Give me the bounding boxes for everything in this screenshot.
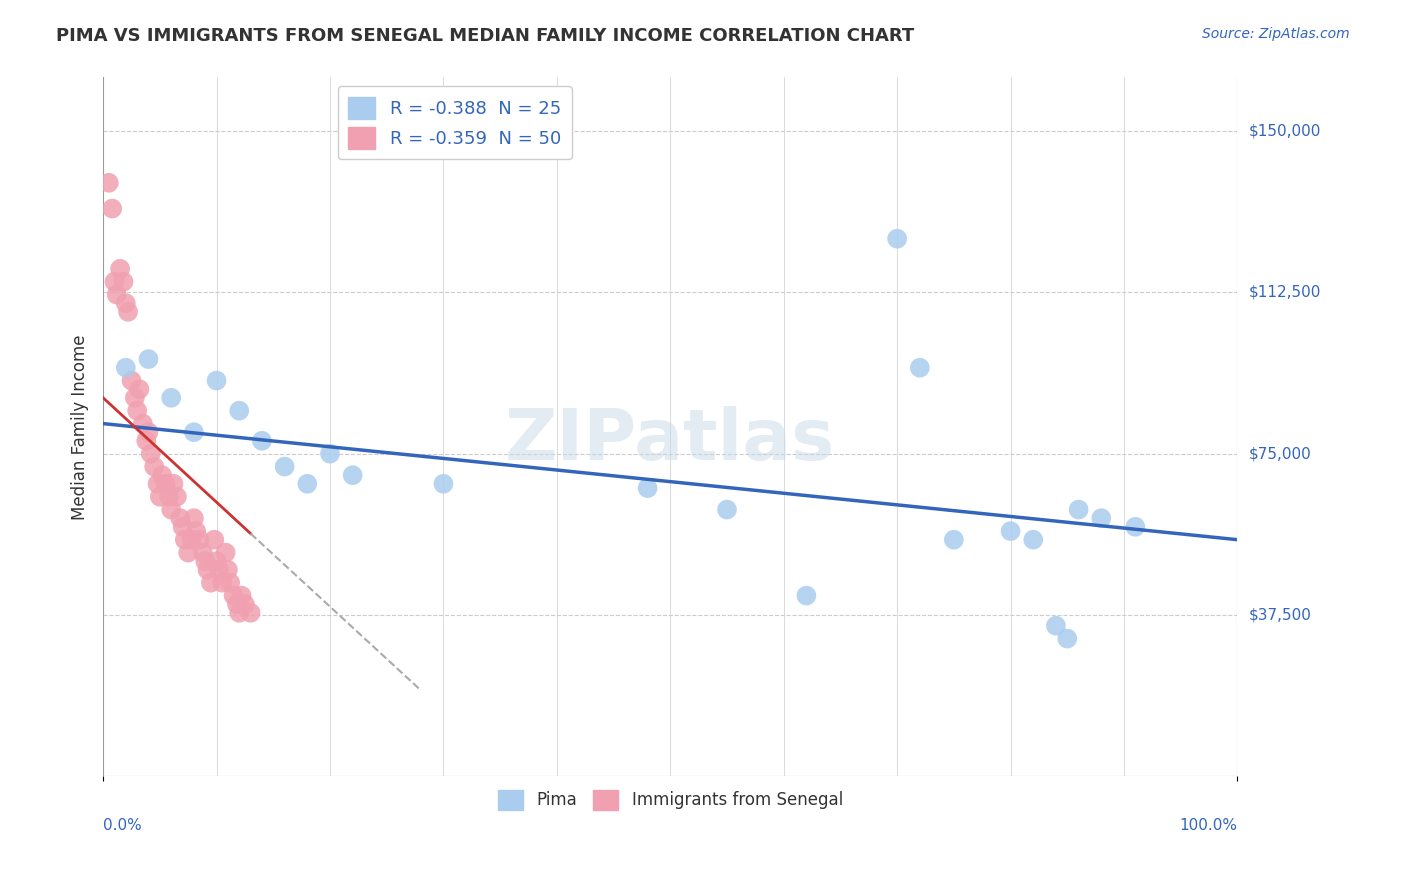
Point bbox=[342, 468, 364, 483]
Text: ZIPatlas: ZIPatlas bbox=[505, 406, 835, 475]
Text: PIMA VS IMMIGRANTS FROM SENEGAL MEDIAN FAMILY INCOME CORRELATION CHART: PIMA VS IMMIGRANTS FROM SENEGAL MEDIAN F… bbox=[56, 27, 914, 45]
Point bbox=[114, 360, 136, 375]
Point bbox=[211, 575, 233, 590]
Point bbox=[103, 275, 125, 289]
Point bbox=[135, 434, 157, 448]
Point bbox=[160, 502, 183, 516]
Point bbox=[172, 520, 194, 534]
Point bbox=[183, 425, 205, 440]
Y-axis label: Median Family Income: Median Family Income bbox=[72, 334, 89, 519]
Point bbox=[150, 468, 173, 483]
Point bbox=[231, 589, 253, 603]
Text: 0.0%: 0.0% bbox=[103, 818, 142, 833]
Point bbox=[138, 352, 160, 367]
Point bbox=[1000, 524, 1022, 538]
Point bbox=[1123, 520, 1146, 534]
Point bbox=[127, 403, 149, 417]
Point bbox=[942, 533, 965, 547]
Legend: Pima, Immigrants from Senegal: Pima, Immigrants from Senegal bbox=[491, 783, 849, 817]
Point bbox=[180, 533, 202, 547]
Point bbox=[214, 545, 236, 559]
Point bbox=[228, 403, 250, 417]
Point bbox=[197, 563, 219, 577]
Point bbox=[97, 176, 120, 190]
Point bbox=[319, 447, 342, 461]
Point bbox=[186, 524, 208, 538]
Point bbox=[217, 563, 239, 577]
Point bbox=[138, 425, 160, 440]
Text: $75,000: $75,000 bbox=[1249, 446, 1312, 461]
Point bbox=[105, 287, 128, 301]
Point bbox=[233, 597, 256, 611]
Point bbox=[124, 391, 146, 405]
Point bbox=[108, 261, 131, 276]
Text: $150,000: $150,000 bbox=[1249, 124, 1322, 138]
Point bbox=[200, 575, 222, 590]
Point bbox=[132, 417, 155, 431]
Point bbox=[183, 511, 205, 525]
Point bbox=[1090, 511, 1112, 525]
Point bbox=[1045, 618, 1067, 632]
Point bbox=[194, 554, 217, 568]
Point bbox=[143, 459, 166, 474]
Text: 100.0%: 100.0% bbox=[1180, 818, 1237, 833]
Point bbox=[239, 606, 262, 620]
Point bbox=[202, 533, 225, 547]
Point bbox=[1056, 632, 1078, 646]
Point bbox=[128, 382, 150, 396]
Point bbox=[121, 374, 143, 388]
Point bbox=[188, 533, 211, 547]
Point bbox=[139, 447, 162, 461]
Point bbox=[162, 476, 184, 491]
Point bbox=[297, 476, 319, 491]
Point bbox=[1022, 533, 1045, 547]
Point bbox=[169, 511, 191, 525]
Point bbox=[191, 545, 214, 559]
Point bbox=[250, 434, 273, 448]
Point bbox=[114, 296, 136, 310]
Point bbox=[166, 490, 188, 504]
Text: Source: ZipAtlas.com: Source: ZipAtlas.com bbox=[1202, 27, 1350, 41]
Point bbox=[228, 606, 250, 620]
Point bbox=[219, 575, 242, 590]
Point bbox=[157, 490, 180, 504]
Text: $37,500: $37,500 bbox=[1249, 607, 1312, 623]
Point bbox=[637, 481, 659, 495]
Point bbox=[908, 360, 931, 375]
Point bbox=[177, 545, 200, 559]
Point bbox=[208, 563, 231, 577]
Point bbox=[173, 533, 195, 547]
Point bbox=[226, 597, 249, 611]
Text: $112,500: $112,500 bbox=[1249, 285, 1322, 300]
Point bbox=[796, 589, 818, 603]
Point bbox=[160, 391, 183, 405]
Point bbox=[205, 554, 228, 568]
Point bbox=[149, 490, 172, 504]
Point bbox=[101, 202, 124, 216]
Point bbox=[205, 374, 228, 388]
Point bbox=[222, 589, 245, 603]
Point bbox=[146, 476, 169, 491]
Point bbox=[155, 476, 177, 491]
Point bbox=[432, 476, 454, 491]
Point bbox=[1067, 502, 1090, 516]
Point bbox=[117, 305, 139, 319]
Point bbox=[716, 502, 738, 516]
Point bbox=[886, 232, 908, 246]
Point bbox=[112, 275, 135, 289]
Point bbox=[273, 459, 295, 474]
